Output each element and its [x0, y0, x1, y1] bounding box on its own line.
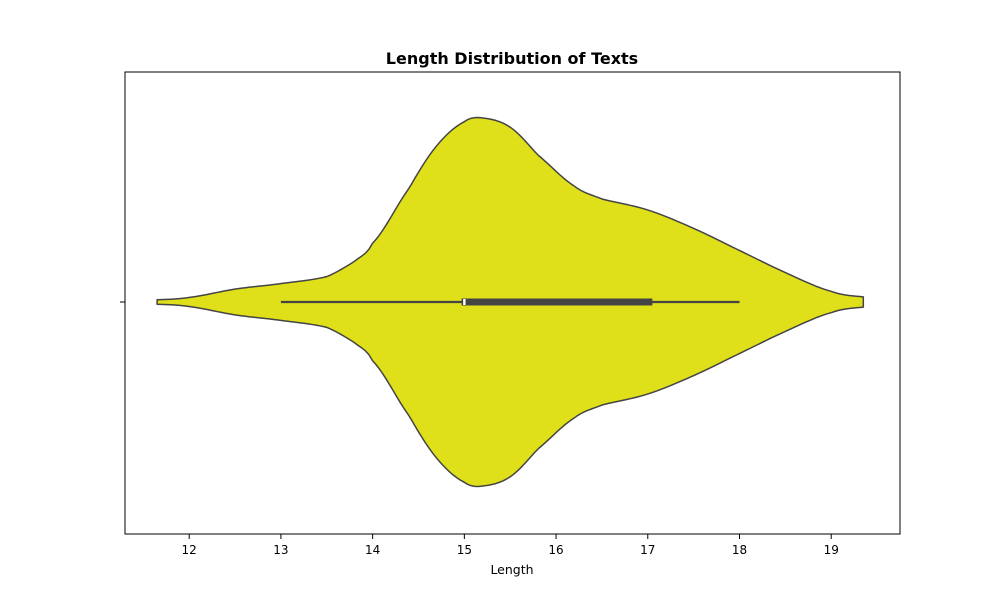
- x-tick-label: 18: [732, 543, 747, 557]
- interquartile-box: [461, 298, 653, 306]
- plot-area: [156, 116, 865, 488]
- x-tick-label: 16: [548, 543, 563, 557]
- x-axis: 12 13 14 15 16 17 18 19: [182, 534, 839, 557]
- x-axis-label: Length: [490, 562, 533, 577]
- median-marker: [463, 299, 466, 305]
- x-tick-label: 14: [365, 543, 380, 557]
- x-tick-label: 19: [824, 543, 839, 557]
- x-tick-label: 12: [182, 543, 197, 557]
- x-tick-label: 17: [640, 543, 655, 557]
- chart-title: Length Distribution of Texts: [386, 49, 638, 68]
- x-tick-label: 15: [457, 543, 472, 557]
- axes-frame: [124, 71, 901, 535]
- x-tick-label: 13: [273, 543, 288, 557]
